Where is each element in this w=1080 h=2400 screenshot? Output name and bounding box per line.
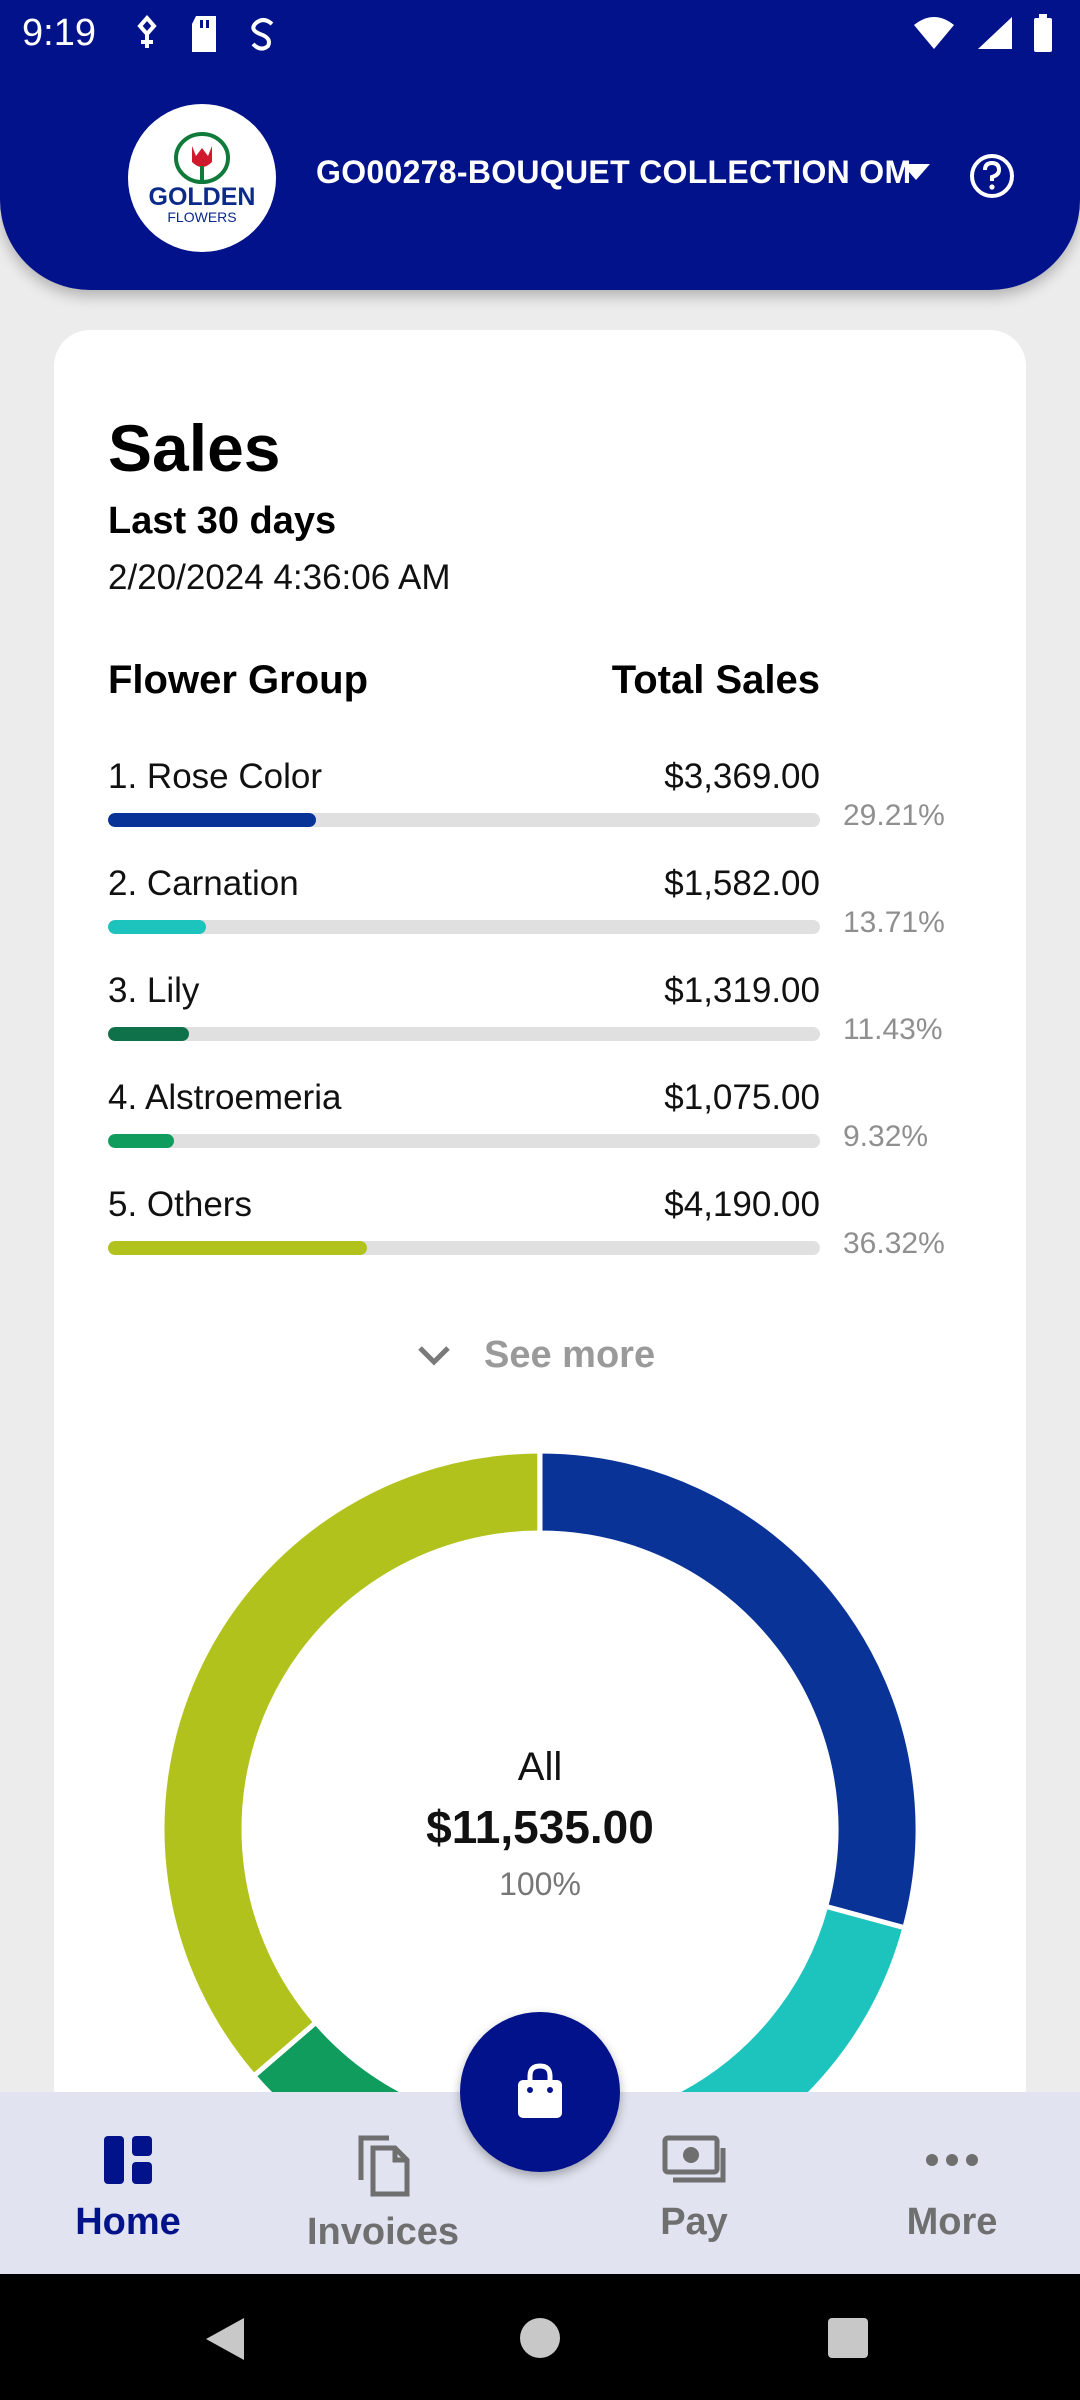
status-bar: 9:19 [0,0,1080,70]
donut-center-summary: All $11,535.00 100% [160,1745,920,1903]
row-percent: 36.32% [843,1227,945,1260]
chevron-down-icon [418,1345,450,1366]
payment-icon [662,2135,726,2183]
logo-subtext: FLOWERS [167,209,237,225]
nav-more-label: More [906,2201,998,2243]
progress-fill [108,1241,367,1255]
sales-row-carnation[interactable]: 2. Carnation $1,582.00 13.71% [108,864,1048,964]
more-horizontal-icon [926,2154,978,2166]
total-sales-header: Total Sales [611,658,820,702]
sales-period: Last 30 days [108,500,337,542]
row-percent: 13.71% [843,906,945,939]
company-logo: GOLDEN FLOWERS [128,104,276,252]
status-time: 9:19 [22,12,96,54]
progress-track [108,1027,820,1041]
progress-fill [108,920,206,934]
back-icon[interactable] [200,2314,250,2364]
recents-icon[interactable] [826,2316,870,2360]
row-label: 4. Alstroemeria [108,1078,342,1117]
battery-icon [1032,14,1054,57]
donut-total: $11,535.00 [426,1801,654,1853]
usb-icon [132,14,162,59]
nav-home-label: Home [75,2201,181,2243]
cell-signal-icon [974,15,1014,56]
row-percent: 29.21% [843,799,945,832]
account-selector[interactable]: GO00278-BOUQUET COLLECTION OM [316,154,912,190]
row-value: $1,582.00 [664,864,820,903]
nav-more[interactable]: More [852,2132,1052,2244]
row-percent: 11.43% [843,1013,943,1046]
invoices-icon [358,2135,410,2197]
see-more-label: See more [484,1334,656,1376]
progress-track [108,1134,820,1148]
system-navigation-bar [0,2274,1080,2400]
sales-title: Sales [108,411,281,485]
row-label: 3. Lily [108,971,200,1010]
row-label: 2. Carnation [108,864,299,903]
row-label: 5. Others [108,1185,252,1224]
help-circle-icon[interactable] [968,152,1016,205]
sales-row-lily[interactable]: 3. Lily $1,319.00 11.43% [108,971,1048,1071]
app-header: 9:19 [0,0,1080,290]
wifi-icon [912,15,956,56]
progress-track [108,920,820,934]
data-saver-icon [246,14,280,59]
caret-down-icon[interactable] [898,160,934,189]
home-circle-icon[interactable] [518,2316,562,2360]
nav-pay[interactable]: Pay [594,2132,794,2244]
donut-percent: 100% [499,1866,581,1902]
dashboard-icon [104,2136,152,2184]
sd-card-icon [188,14,220,59]
tulip-logo-icon [174,132,230,184]
sales-row-alstroemeria[interactable]: 4. Alstroemeria $1,075.00 9.32% [108,1078,1048,1178]
progress-track [108,1241,820,1255]
nav-pay-label: Pay [660,2201,728,2243]
row-value: $3,369.00 [664,757,820,796]
nav-home[interactable]: Home [28,2132,228,2244]
donut-slice-others[interactable] [159,1448,543,2080]
donut-slice-rose[interactable] [537,1448,921,1931]
nav-invoices-label: Invoices [306,2211,460,2253]
row-value: $1,075.00 [664,1078,820,1117]
row-percent: 9.32% [843,1120,929,1153]
progress-fill [108,1134,175,1148]
sales-row-others[interactable]: 5. Others $4,190.00 36.32% [108,1185,1048,1285]
order-fab-button[interactable] [460,2012,620,2172]
logo-text: GOLDEN [148,183,256,211]
donut-label: All [517,1745,563,1789]
progress-fill [108,1027,190,1041]
nav-invoices[interactable]: Invoices [283,2132,483,2254]
row-value: $1,319.00 [664,971,820,1010]
row-value: $4,190.00 [664,1185,820,1224]
sales-row-rose[interactable]: 1. Rose Color $3,369.00 29.21% [108,757,1048,857]
flower-group-header: Flower Group [108,658,368,702]
see-more-button[interactable]: See more [414,1334,655,1377]
progress-fill [108,813,316,827]
row-label: 1. Rose Color [108,757,322,796]
shopping-bag-icon [518,2063,562,2118]
sales-timestamp: 2/20/2024 4:36:06 AM [108,558,451,597]
progress-track [108,813,820,827]
